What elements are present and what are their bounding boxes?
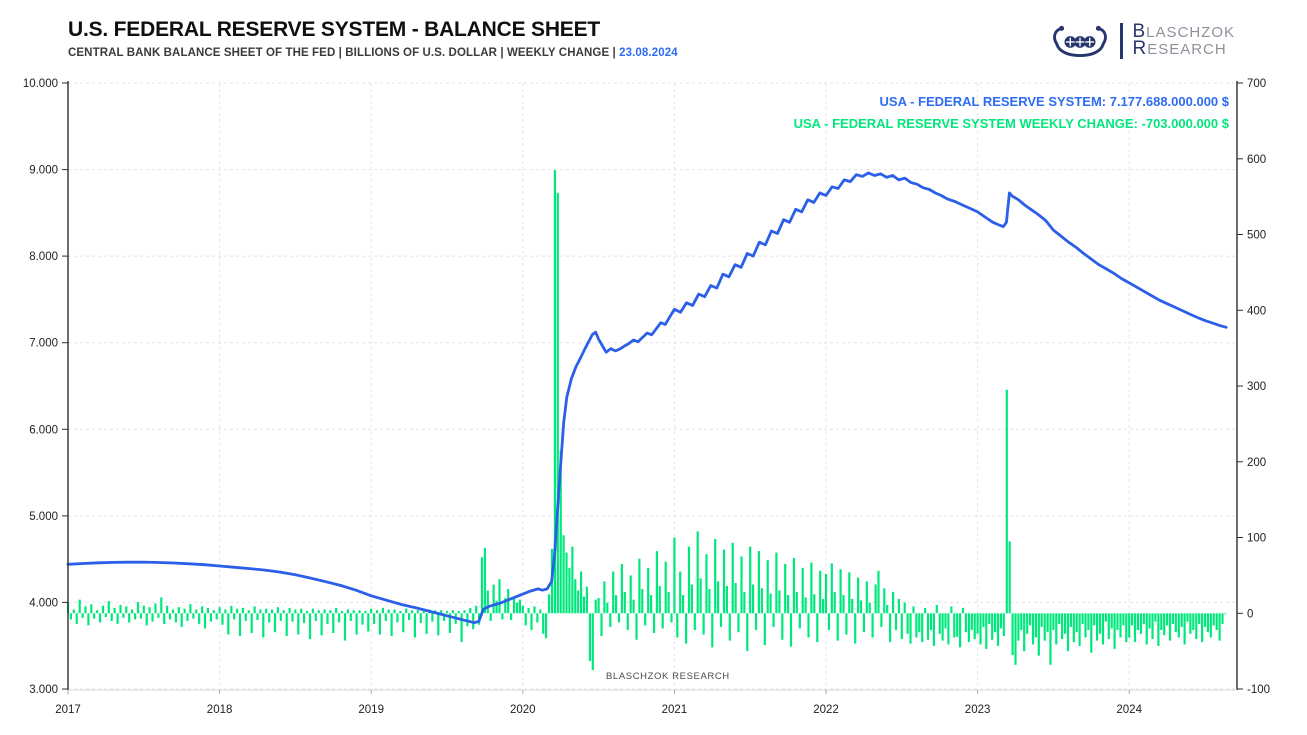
svg-text:6.000: 6.000 xyxy=(29,424,58,436)
right-axis-labels: 700 600 500 400 300 200 100 0 -100 xyxy=(1237,78,1270,696)
svg-text:2022: 2022 xyxy=(813,704,839,716)
svg-text:2024: 2024 xyxy=(1116,704,1142,716)
svg-text:2020: 2020 xyxy=(510,704,536,716)
svg-text:400: 400 xyxy=(1247,305,1266,317)
svg-text:2023: 2023 xyxy=(965,704,991,716)
svg-text:-100: -100 xyxy=(1247,684,1270,696)
left-axis-labels: 10.000 9.000 8.000 7.000 6.000 5.000 4.000 3.00… xyxy=(23,78,68,696)
chart-header: U.S. FEDERAL RESERVE SYSTEM - BALANCE SH… xyxy=(68,18,678,59)
x-axis-labels: 2017 2018 2019 2020 2021 2022 2023 2024 xyxy=(55,690,1143,716)
subtitle-date: 23.08.2024 xyxy=(619,47,678,59)
chart-subtitle: CENTRAL BANK BALANCE SHEET OF THE FED | … xyxy=(68,47,678,59)
page-title: U.S. FEDERAL RESERVE SYSTEM - BALANCE SH… xyxy=(68,18,601,41)
svg-text:2018: 2018 xyxy=(207,704,233,716)
watermark-text: BLASCHZOK RESEARCH xyxy=(606,671,730,682)
svg-text:200: 200 xyxy=(1247,457,1266,469)
chart-legend: USA - FEDERAL RESERVE SYSTEM: 7.177.688.… xyxy=(794,91,1229,135)
svg-text:300: 300 xyxy=(1247,381,1266,393)
viking-ship-icon xyxy=(1053,25,1108,57)
legend-balance-sheet: USA - FEDERAL RESERVE SYSTEM: 7.177.688.… xyxy=(879,94,1229,109)
logo-text: BLASCHZOK RESEARCH xyxy=(1132,21,1235,59)
svg-text:3.000: 3.000 xyxy=(29,684,58,696)
legend-weekly-change: USA - FEDERAL RESERVE SYSTEM WEEKLY CHAN… xyxy=(793,116,1229,131)
logo-line1-cap: B xyxy=(1132,21,1147,42)
logo-line2-rest: ESEARCH xyxy=(1147,41,1227,58)
logo-line1-rest: LASCHZOK xyxy=(1146,24,1235,41)
svg-text:8.000: 8.000 xyxy=(29,251,58,263)
svg-text:0: 0 xyxy=(1247,608,1253,620)
svg-text:7.000: 7.000 xyxy=(29,338,58,350)
blaschzok-research-logo: BLASCHZOK RESEARCH xyxy=(1049,20,1235,62)
svg-text:9.000: 9.000 xyxy=(29,165,58,177)
svg-text:2017: 2017 xyxy=(55,704,81,716)
subtitle-text: CENTRAL BANK BALANCE SHEET OF THE FED | … xyxy=(68,47,620,59)
svg-text:5.000: 5.000 xyxy=(29,511,58,523)
svg-text:500: 500 xyxy=(1247,230,1266,242)
svg-text:4.000: 4.000 xyxy=(29,597,58,609)
svg-text:2021: 2021 xyxy=(662,704,688,716)
logo-divider xyxy=(1120,23,1124,59)
gridlines xyxy=(67,82,1237,690)
weekly-change-bars xyxy=(66,170,1227,671)
svg-text:600: 600 xyxy=(1247,154,1266,166)
svg-text:10.000: 10.000 xyxy=(23,78,58,90)
balance-sheet-line xyxy=(66,171,1228,625)
logo-line2-cap: R xyxy=(1132,38,1148,59)
svg-text:100: 100 xyxy=(1247,533,1266,545)
svg-text:700: 700 xyxy=(1247,78,1266,90)
svg-text:2019: 2019 xyxy=(358,704,384,716)
